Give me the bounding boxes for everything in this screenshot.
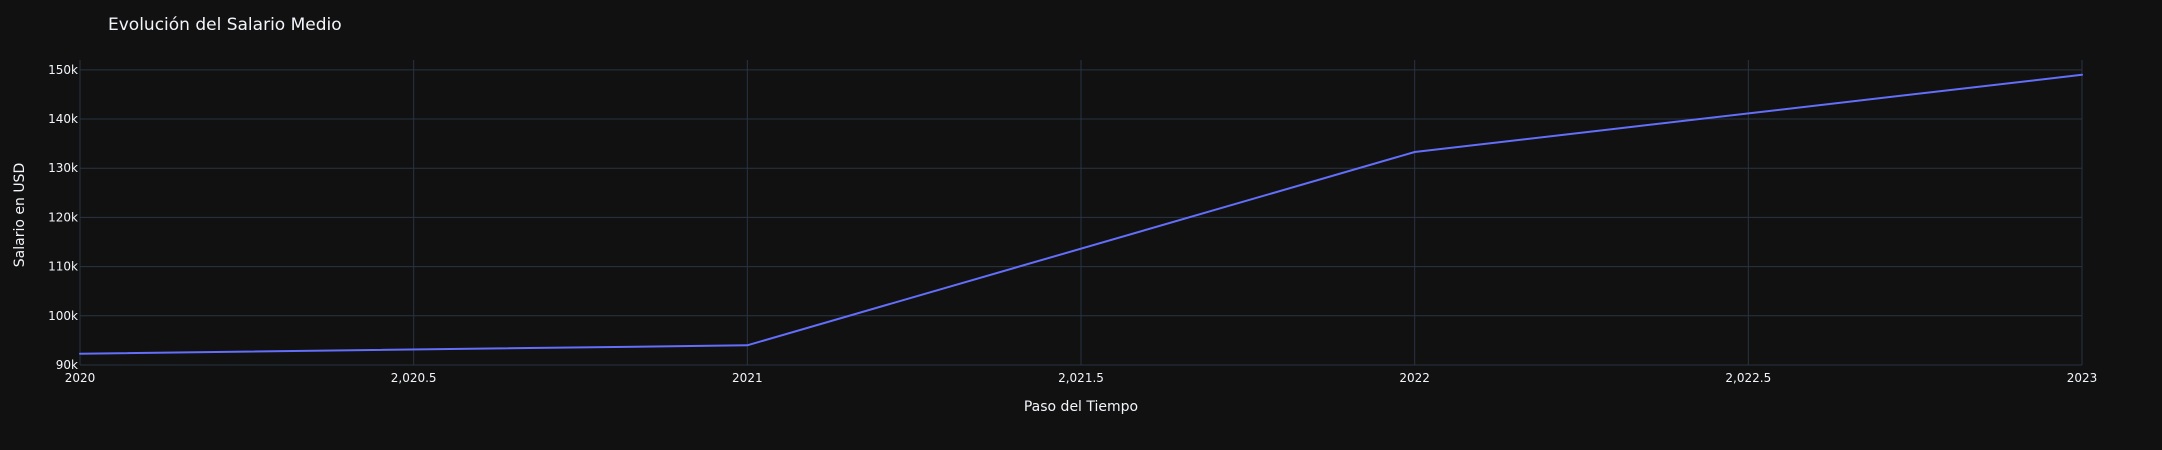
y-tick-label: 90k — [56, 358, 78, 372]
y-axis-ticks: 90k 100k 110k 120k 130k 140k 150k — [48, 63, 78, 372]
x-axis-ticks: 2020 2,020.5 2021 2,021.5 2022 2,022.5 2023 — [65, 371, 2098, 385]
y-gridlines — [80, 69, 2082, 366]
data-point — [746, 344, 749, 347]
x-tick-label: 2,022.5 — [1725, 371, 1771, 385]
y-tick-label: 100k — [48, 309, 78, 323]
y-tick-label: 150k — [48, 63, 78, 77]
y-axis-title: Salario en USD — [12, 163, 28, 267]
data-point — [1413, 151, 1416, 153]
series-line — [79, 73, 2083, 355]
x-tick-label: 2023 — [2067, 371, 2098, 385]
data-point — [79, 352, 81, 355]
y-tick-label: 140k — [48, 112, 78, 126]
x-tick-label: 2020 — [65, 371, 96, 385]
y-tick-label: 110k — [48, 260, 78, 274]
series-group — [79, 73, 2083, 355]
x-tick-label: 2,021.5 — [1058, 371, 1104, 385]
x-tick-label: 2,020.5 — [391, 371, 437, 385]
x-tick-label: 2022 — [1399, 371, 1430, 385]
chart-title: Evolución del Salario Medio — [108, 15, 342, 35]
y-tick-label: 130k — [48, 161, 78, 175]
data-point — [2081, 73, 2083, 76]
x-gridlines — [79, 60, 2083, 365]
y-tick-label: 120k — [48, 210, 78, 224]
x-tick-label: 2021 — [732, 371, 763, 385]
x-axis-title: Paso del Tiempo — [1024, 399, 1138, 415]
